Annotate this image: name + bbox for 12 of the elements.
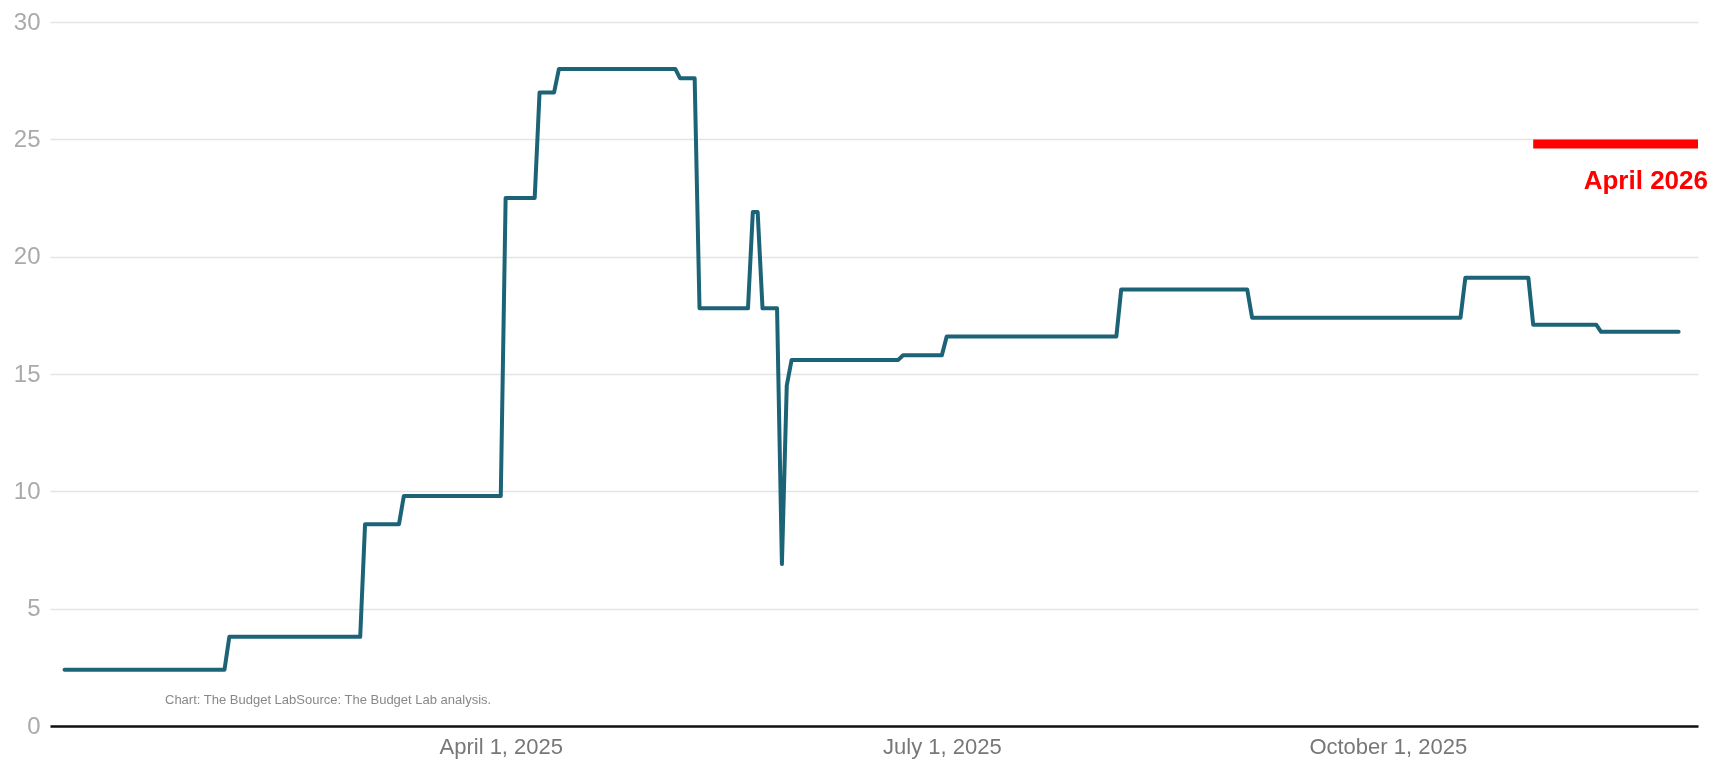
- x-tick-label: October 1, 2025: [1309, 733, 1468, 759]
- y-tick-label: 10: [13, 476, 41, 504]
- x-tick-label: July 1, 2025: [883, 733, 1002, 759]
- y-tick-label: 5: [27, 594, 41, 622]
- series-label: April 2026: [1583, 165, 1708, 196]
- y-tick-label: 0: [27, 711, 41, 739]
- y-tick-label: 15: [13, 359, 41, 387]
- y-tick-label: 20: [13, 242, 41, 270]
- x-tick-label: April 1, 2025: [439, 733, 564, 759]
- annotation: Chart: The Budget LabSource: The Budget Lab analysis.: [165, 692, 492, 707]
- y-tick-label: 25: [13, 124, 41, 152]
- y-tick-label: 30: [13, 7, 41, 35]
